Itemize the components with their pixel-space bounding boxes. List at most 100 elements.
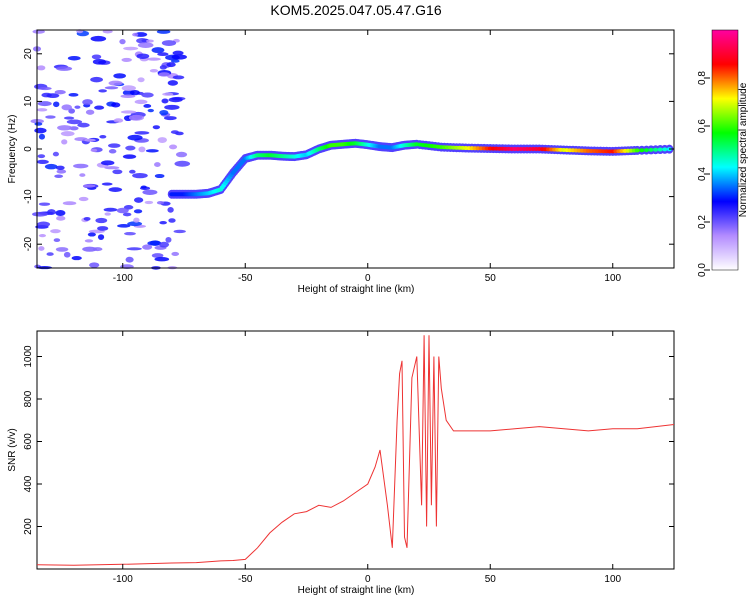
noise-blob	[71, 256, 82, 261]
noise-blob	[171, 251, 180, 256]
noise-blob	[99, 134, 107, 139]
noise-blob	[172, 50, 184, 56]
noise-blob	[120, 94, 136, 98]
y-tick-label: 0	[23, 146, 34, 152]
ridge-core-segment	[653, 147, 659, 152]
noise-blob	[147, 108, 154, 113]
noise-blob	[46, 93, 60, 99]
noise-blob	[54, 174, 64, 178]
noise-blob	[125, 256, 134, 263]
snr-plot-area	[36, 330, 675, 570]
noise-blob	[167, 80, 179, 86]
noise-blob	[66, 119, 83, 125]
noise-blob	[104, 86, 119, 90]
x-tick-label: -50	[238, 574, 253, 585]
noise-blob	[94, 105, 105, 110]
noise-blob	[100, 160, 115, 166]
noise-blob	[137, 42, 154, 48]
noise-blob	[37, 101, 52, 107]
noise-blob	[67, 55, 81, 61]
noise-blob	[167, 207, 174, 213]
noise-blob	[32, 29, 45, 34]
noise-blob	[77, 122, 90, 128]
noise-blob	[32, 211, 48, 217]
noise-blob	[37, 154, 46, 159]
noise-blob	[144, 200, 154, 205]
ridge-core-segment	[634, 148, 640, 153]
noise-blob	[84, 138, 96, 142]
y-tick-label: 600	[23, 433, 34, 450]
x-tick-label: -100	[113, 574, 133, 585]
noise-blob	[92, 247, 103, 252]
chart-title: KOM5.2025.047.05.47.G16	[270, 2, 441, 18]
ridge-core-segment	[648, 147, 654, 152]
noise-blob	[97, 226, 109, 231]
noise-blob	[63, 116, 75, 120]
noise-blob	[165, 236, 172, 243]
noise-blob	[90, 76, 103, 83]
colorbar-gradient	[711, 29, 739, 271]
noise-blob	[159, 65, 167, 70]
noise-blob	[151, 47, 165, 54]
noise-blob	[61, 104, 73, 111]
noise-blob	[159, 110, 169, 116]
colorbar-tick-label: 0.8	[697, 71, 708, 85]
noise-blob	[140, 185, 147, 189]
noise-blob	[151, 253, 164, 259]
ridge-core-segment	[639, 148, 645, 153]
x-tick-label: 100	[604, 273, 621, 284]
noise-blob	[56, 169, 67, 174]
noise-blob	[171, 54, 187, 60]
spectrogram-x-axis-label: Height of straight line (km)	[298, 284, 415, 295]
colorbar-tick-label: 0.6	[697, 119, 708, 133]
noise-blob	[56, 215, 66, 221]
colorbar: 0.0 0.2 0.4 0.6 0.8 Normalized spectral ampl…	[697, 29, 749, 277]
ridge-core-segment	[643, 148, 649, 153]
noise-blob	[74, 105, 81, 109]
noise-blob	[132, 172, 148, 179]
noise-blob	[84, 239, 94, 243]
noise-blob	[56, 66, 73, 71]
noise-blob	[97, 234, 105, 240]
noise-blob	[104, 212, 111, 216]
noise-blob	[38, 246, 45, 251]
noise-blob	[82, 246, 98, 252]
noise-blob	[57, 125, 73, 131]
noise-blob	[89, 262, 100, 268]
noise-blob	[137, 77, 145, 83]
noise-blob	[127, 221, 143, 227]
noise-blob	[123, 231, 136, 236]
noise-blob	[34, 127, 47, 134]
noise-blob	[159, 221, 167, 225]
ridge-core-segment	[657, 147, 663, 152]
snr-panel: -100 -50 0 50 100 200 400 600 800 1000 Height of…	[7, 330, 675, 596]
noise-blob	[37, 221, 51, 228]
noise-blob	[85, 109, 95, 115]
noise-blob	[156, 200, 165, 205]
noise-blob	[62, 201, 77, 206]
noise-blob	[127, 134, 143, 141]
noise-blob	[52, 151, 59, 157]
noise-blob	[34, 122, 43, 126]
noise-blob	[149, 240, 161, 246]
noise-blob	[92, 58, 107, 65]
noise-blob	[129, 89, 140, 96]
y-tick-label: -20	[23, 237, 34, 252]
noise-blob	[142, 189, 158, 195]
noise-blob	[172, 75, 185, 80]
spectrogram-y-axis-label: Frequency (Hz)	[7, 115, 18, 184]
noise-blob	[90, 148, 98, 152]
noise-blob	[162, 92, 174, 96]
noise-blob	[61, 139, 68, 145]
ridge-core-segment	[662, 147, 668, 152]
noise-blob	[133, 209, 143, 214]
noise-blob	[108, 187, 123, 192]
spectrogram-y-ticks: -20 -10 0 10 20	[23, 48, 674, 252]
noise-blob	[68, 92, 79, 97]
noise-blob	[168, 97, 183, 103]
noise-blob	[154, 257, 170, 262]
x-tick-label: 100	[604, 574, 621, 585]
x-tick-label: -100	[113, 273, 133, 284]
noise-blob	[55, 247, 69, 252]
